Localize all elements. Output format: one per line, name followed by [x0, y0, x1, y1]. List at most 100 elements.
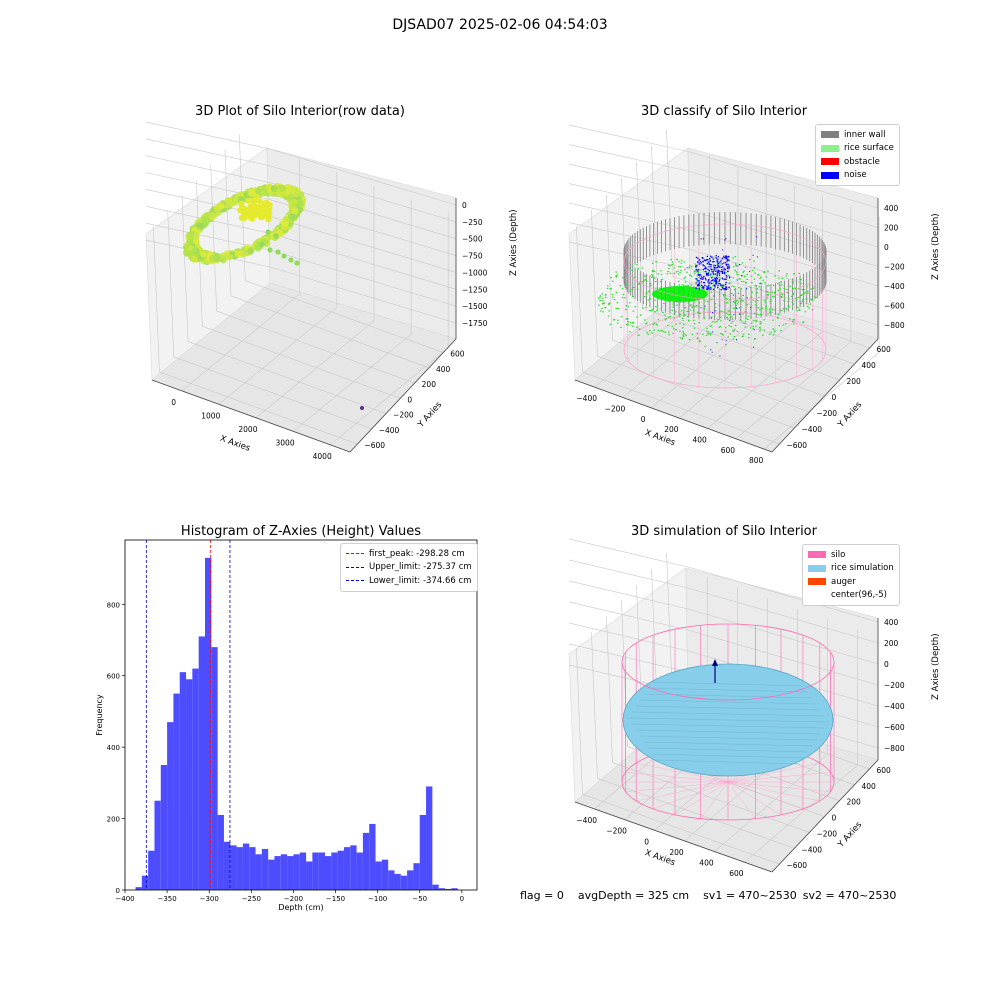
legend-item-silo: silo: [808, 548, 894, 562]
silo-top: [623, 223, 827, 301]
noise-point: [698, 284, 700, 286]
surface-point: [696, 338, 699, 340]
surface-point: [633, 287, 635, 289]
surface-point: [622, 294, 625, 296]
surface-point: [663, 302, 665, 304]
surface-point: [732, 301, 735, 303]
surface-point: [721, 311, 723, 313]
surface-point: [699, 285, 702, 287]
surface-point: [692, 306, 694, 308]
surface-point: [799, 296, 801, 298]
surface-point: [655, 323, 657, 325]
surface-point: [683, 314, 686, 316]
noise-point: [707, 281, 709, 283]
surface-point: [725, 312, 728, 314]
histogram-bar: [249, 847, 256, 890]
surface-point: [599, 310, 602, 312]
noise-point: [713, 277, 716, 279]
surface-point: [742, 333, 745, 335]
surface-point: [795, 298, 797, 300]
surface-point: [732, 321, 734, 323]
surface-point: [690, 304, 692, 306]
surface-point: [718, 326, 721, 328]
surface-point: [806, 290, 809, 292]
noise-point: [702, 278, 704, 280]
noise-point: [717, 258, 719, 260]
surface-point: [690, 275, 693, 277]
y-tick-label: 600: [877, 766, 892, 775]
x-tick-label: −400: [576, 394, 597, 403]
surface-point: [698, 322, 701, 324]
legend-line: [346, 580, 364, 582]
noise-point: [756, 236, 758, 238]
noise-point: [723, 257, 725, 259]
surface-point: [720, 277, 722, 279]
surface-point: [677, 270, 679, 272]
raw-point: [273, 233, 279, 239]
surface-point: [725, 344, 727, 346]
surface-point: [679, 313, 682, 315]
auger-head: [712, 659, 718, 666]
surface-point: [649, 283, 651, 285]
noise-point: [719, 284, 722, 286]
y-tick-label: 600: [450, 350, 465, 359]
surface-point: [683, 261, 685, 263]
z-tick-label: −1750: [462, 319, 488, 328]
surface-point: [677, 273, 680, 275]
surface-point: [755, 285, 757, 287]
surface-point: [678, 315, 681, 317]
surface-point: [777, 317, 779, 319]
noise-point: [728, 282, 730, 284]
surface-point: [783, 287, 785, 289]
surface-point: [700, 307, 702, 309]
surface-point: [747, 337, 750, 339]
surface-point: [681, 337, 683, 339]
raw-point: [240, 205, 247, 211]
z-tick-label: 200: [884, 224, 899, 233]
histogram-bar: [230, 845, 237, 890]
surface-point: [773, 296, 775, 298]
histogram-bar: [274, 856, 281, 890]
surface-point: [761, 307, 764, 309]
raw-point: [287, 194, 295, 202]
silo-line: [652, 781, 729, 810]
surface-point: [716, 263, 719, 265]
surface-point: [683, 332, 685, 334]
gridline: [642, 307, 840, 381]
y-tick-label: −200: [393, 411, 414, 420]
surface-point: [608, 302, 611, 304]
histogram-bar: [179, 672, 187, 890]
silo-line: [700, 781, 729, 819]
surface-point: [645, 306, 647, 308]
surface-point: [667, 325, 669, 327]
surface-point: [734, 262, 737, 264]
noise-point: [720, 260, 722, 262]
surface-point: [767, 291, 770, 293]
noise-point: [698, 283, 700, 286]
gridline: [167, 210, 175, 357]
surface-point: [809, 298, 811, 300]
surface-point: [659, 281, 662, 283]
silo-line: [625, 771, 729, 783]
gridline: [269, 216, 457, 273]
surface-point: [757, 274, 760, 276]
histogram-bar: [426, 786, 433, 890]
noise-point: [719, 261, 721, 263]
noise-point: [726, 266, 729, 268]
raw-point: [254, 187, 262, 195]
noise-point: [711, 269, 713, 271]
y-tick-label: 200: [422, 380, 437, 389]
surface-point: [693, 309, 695, 311]
surface-point: [697, 311, 699, 313]
surface-point: [734, 256, 737, 258]
noise-point: [710, 265, 712, 268]
surface-point: [682, 331, 684, 333]
surface-point: [719, 325, 722, 327]
surface-point: [682, 334, 684, 336]
noise-point: [739, 313, 741, 315]
gridline: [153, 226, 160, 373]
surface-point: [601, 293, 604, 295]
surface-point: [690, 284, 692, 286]
gridline: [568, 163, 691, 192]
